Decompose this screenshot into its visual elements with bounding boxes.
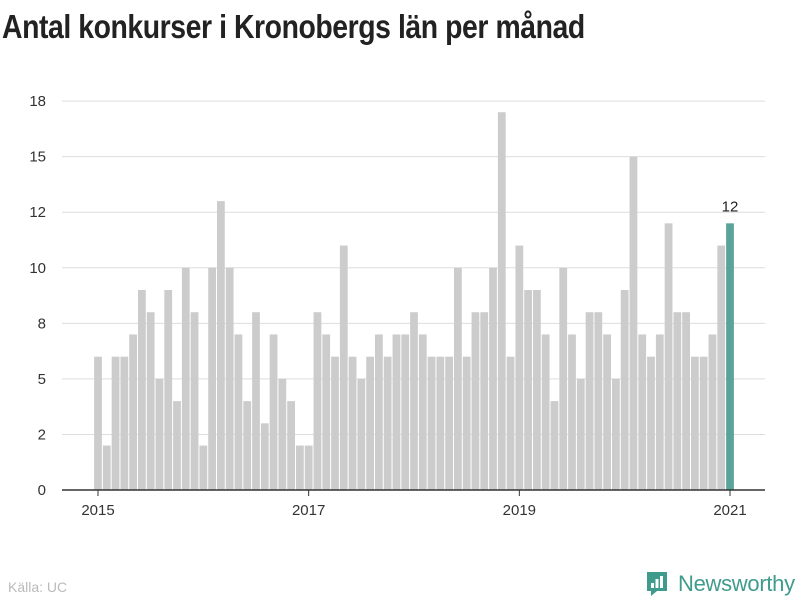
bar [296,445,304,490]
bar [304,445,313,490]
bar [181,267,190,490]
y-tick-label: 18 [29,93,46,110]
bar [339,245,348,490]
bar [629,156,638,490]
bar [243,401,252,490]
bar [322,334,331,490]
bar [138,290,146,490]
x-tick-label: 2015 [81,502,114,519]
y-tick-label: 8 [38,315,46,332]
bar [664,223,673,491]
bar [699,356,708,490]
chart-title: Antal konkurser i Kronobergs län per mån… [2,8,585,45]
bar [120,356,129,490]
y-tick-label: 15 [29,149,46,166]
newsworthy-logo-icon [647,572,667,596]
brand-logo: Newsworthy [645,568,795,600]
highlighted-bar [726,223,734,491]
bar [550,401,559,490]
bar [471,312,480,490]
bar [190,312,199,490]
bar [585,312,594,490]
bar [375,334,383,490]
bar [173,401,181,490]
bar [418,334,427,490]
bar [708,334,717,490]
tick-labels: 0 2 5 8 10 12 15 18 2015 2017 2019 2021 12 [29,93,746,519]
bar [497,112,506,490]
bar [506,356,515,490]
bar [331,356,339,490]
bar [612,378,620,490]
bars [94,112,734,491]
bar [717,245,726,490]
bar [102,445,111,490]
bar [357,378,366,490]
bar [366,356,374,490]
bar [533,290,541,490]
bar [524,290,532,490]
bar [445,356,453,490]
bar [234,334,243,490]
bar [620,290,629,490]
bar [348,356,357,490]
bar [225,267,234,490]
bar [313,312,322,490]
bar [217,201,225,490]
bar [603,334,611,490]
bar [410,312,418,490]
bar [559,267,568,490]
bar [287,401,295,490]
bar [146,312,155,490]
brand-name: Newsworthy [678,571,795,596]
bar [568,334,576,490]
bar [515,245,524,490]
bar [576,378,585,490]
x-tick-label: 2021 [713,502,746,519]
y-tick-label: 5 [38,371,46,388]
bar [278,378,287,490]
bar [427,356,436,490]
x-tick-label: 2019 [503,502,536,519]
bar [691,356,699,490]
y-tick-label: 0 [38,482,46,499]
bar [594,312,603,490]
bar [208,267,216,490]
bar [682,312,690,490]
bar [269,334,278,490]
axes [62,489,765,496]
bar [164,290,173,490]
bar [260,423,269,490]
y-tick-label: 12 [29,204,46,221]
y-tick-label: 10 [29,260,46,277]
bar [94,356,102,490]
bar [541,334,550,490]
bar [480,312,489,490]
source-note: Källa: UC [8,579,68,595]
bar [489,267,497,490]
bar [647,356,655,490]
bar [155,378,164,490]
bar [436,356,445,490]
bar [401,334,410,490]
bar [454,267,462,490]
bar [638,334,647,490]
bar [655,334,664,490]
bar [673,312,682,490]
bar [111,356,120,490]
bar [383,356,392,490]
highlight-value-label: 12 [722,198,739,215]
bar [199,445,208,490]
y-tick-label: 2 [38,426,46,443]
x-tick-label: 2017 [292,502,325,519]
bar [129,334,137,490]
bar [462,356,471,490]
bar [392,334,401,490]
bar [252,312,260,490]
